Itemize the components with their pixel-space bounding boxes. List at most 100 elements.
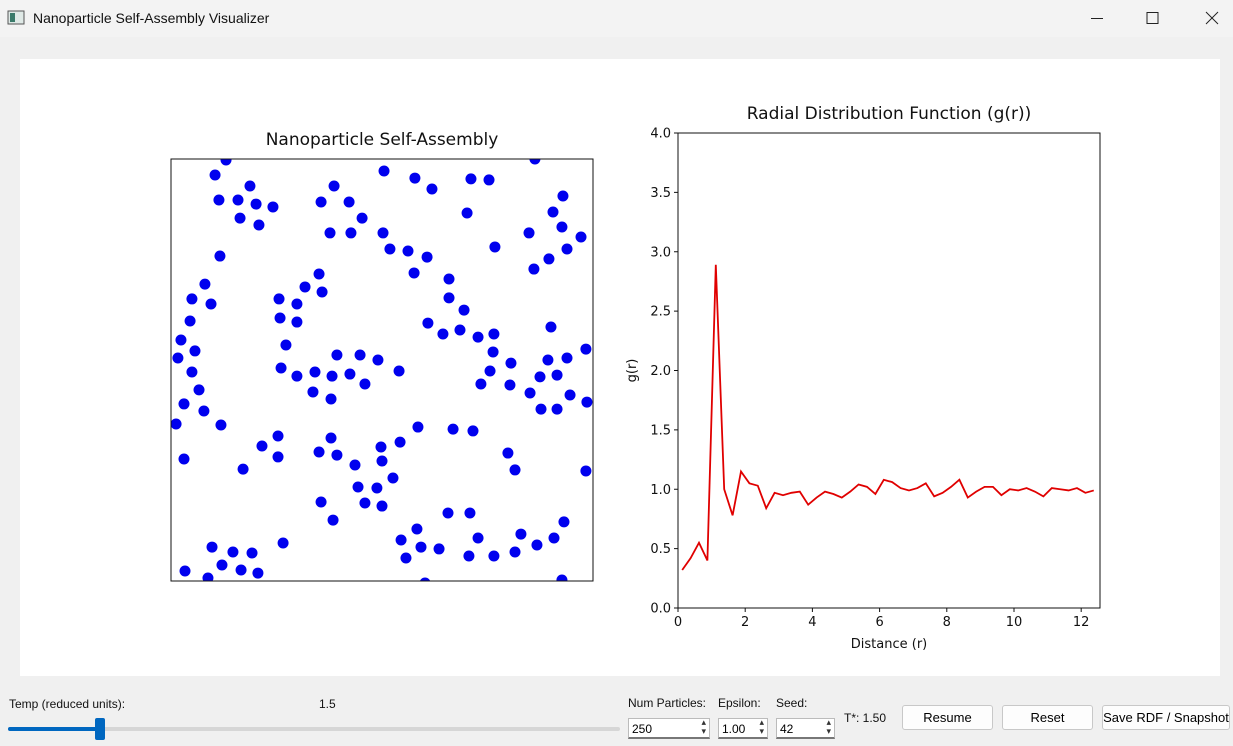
particle [291, 298, 303, 310]
y-tick-label: 2.5 [650, 305, 671, 320]
particle [556, 221, 568, 233]
particle [556, 574, 568, 581]
particle [580, 465, 592, 477]
window-buttons[interactable] [1083, 0, 1233, 37]
particle [315, 196, 327, 208]
particle [422, 317, 434, 329]
particle [316, 286, 328, 298]
particle [443, 292, 455, 304]
y-axis-label: g(r) [625, 359, 640, 383]
particle [394, 436, 406, 448]
particle [437, 328, 449, 340]
particle [395, 534, 407, 546]
particle [531, 539, 543, 551]
particle [199, 278, 211, 290]
seed-label: Seed: [776, 696, 808, 710]
particle [461, 207, 473, 219]
maximize[interactable] [1146, 12, 1159, 24]
seed-spinbox[interactable]: 42 [776, 718, 835, 739]
particle [215, 419, 227, 431]
particle [345, 227, 357, 239]
particle [313, 446, 325, 458]
particle [372, 354, 384, 366]
particle [523, 227, 535, 239]
particle [548, 532, 560, 544]
resume-button[interactable]: Resume [902, 705, 993, 730]
particle [344, 368, 356, 380]
particle [551, 403, 563, 415]
x-tick-label: 12 [1073, 615, 1090, 630]
particle [272, 430, 284, 442]
particle [561, 352, 573, 364]
x-tick-label: 6 [875, 615, 883, 630]
particle [326, 370, 338, 382]
particle [216, 559, 228, 571]
x-tick-label: 10 [1006, 615, 1023, 630]
particle [186, 293, 198, 305]
particle [487, 346, 499, 358]
y-tick-label: 1.5 [650, 423, 671, 438]
particle [463, 550, 475, 562]
x-tick-label: 0 [674, 615, 682, 630]
particle [198, 405, 210, 417]
particle [375, 441, 387, 453]
particle [443, 273, 455, 285]
particle [488, 328, 500, 340]
particle [250, 198, 262, 210]
particle [411, 523, 423, 535]
particle [464, 507, 476, 519]
particle [475, 378, 487, 390]
particle [442, 507, 454, 519]
particle [509, 546, 521, 558]
particle [205, 298, 217, 310]
particle [171, 418, 182, 430]
slider-handle[interactable] [95, 718, 105, 740]
particle [504, 379, 516, 391]
x-tick-label: 4 [808, 615, 816, 630]
particle [235, 564, 247, 576]
particle [309, 366, 321, 378]
temp-slider[interactable] [8, 718, 620, 740]
particle [277, 537, 289, 549]
particle [272, 451, 284, 463]
epsilon-label: Epsilon: [718, 696, 761, 710]
particle [412, 421, 424, 433]
particle [408, 267, 420, 279]
epsilon-spinbox[interactable]: 1.00 [718, 718, 768, 739]
particle [227, 546, 239, 558]
particle [359, 497, 371, 509]
particle [528, 263, 540, 275]
particle [409, 172, 421, 184]
window-title: Nanoparticle Self-Assembly Visualizer [33, 10, 270, 26]
particle [515, 528, 527, 540]
particle [193, 384, 205, 396]
particle [275, 362, 287, 374]
axes-frame [170, 158, 594, 582]
particle [331, 449, 343, 461]
num-particles-spinbox[interactable]: 250 [628, 718, 710, 739]
save-button[interactable]: Save RDF / Snapshot [1102, 705, 1230, 730]
particle [325, 393, 337, 405]
particle [244, 180, 256, 192]
particle [214, 250, 226, 262]
particle [371, 482, 383, 494]
rdf-line [681, 264, 1095, 571]
particle [189, 345, 201, 357]
particle [267, 201, 279, 213]
particle [178, 453, 190, 465]
particle [246, 547, 258, 559]
particle [575, 231, 587, 243]
particle [484, 365, 496, 377]
y-tick-label: 0.0 [650, 602, 671, 617]
x-axis-label: Distance (r) [851, 637, 927, 652]
particle [213, 194, 225, 206]
plot-area [171, 159, 593, 581]
reset-button[interactable]: Reset [1002, 705, 1093, 730]
particle [356, 212, 368, 224]
particle [433, 543, 445, 555]
particle [307, 386, 319, 398]
close[interactable] [1205, 11, 1219, 25]
particle [331, 349, 343, 361]
particle [274, 312, 286, 324]
